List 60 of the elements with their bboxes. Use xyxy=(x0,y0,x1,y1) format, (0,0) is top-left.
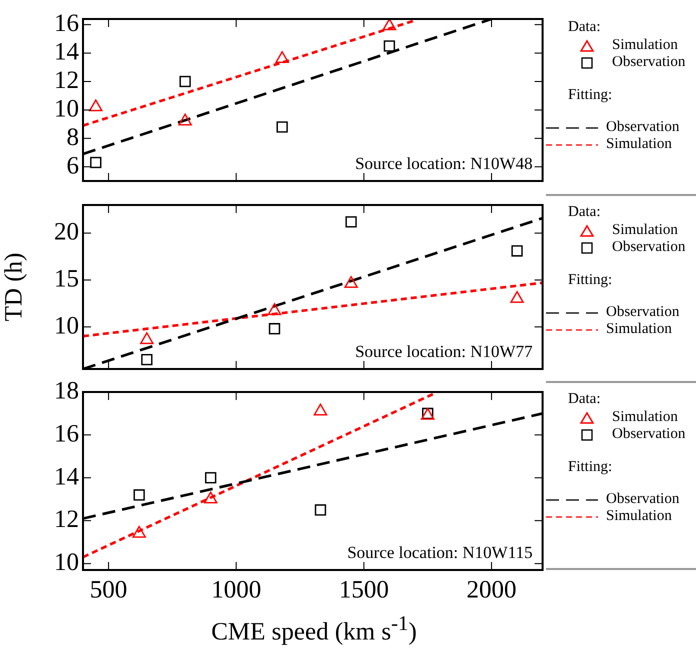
point xyxy=(344,276,358,288)
y-tick-label: 10 xyxy=(54,96,79,123)
y-tick-label: 20 xyxy=(54,218,79,246)
legend-title: Data: xyxy=(568,204,602,222)
annotation: Source location: N10W115 xyxy=(347,542,533,562)
y-tick-label: 14 xyxy=(54,463,80,490)
point xyxy=(314,404,328,416)
y-tick-label: 12 xyxy=(54,506,79,534)
y-tick-label: 10 xyxy=(54,549,79,576)
point xyxy=(382,19,396,30)
legend-title: Data: xyxy=(568,19,602,37)
legend-label: Simulation xyxy=(606,508,672,525)
point xyxy=(178,114,192,126)
legend-label: Simulation xyxy=(606,321,672,338)
x-tick-label: 1500 xyxy=(338,576,389,604)
point xyxy=(205,472,216,484)
x-tick-label: 1000 xyxy=(211,576,262,604)
text: Fitting: xyxy=(568,87,614,105)
point xyxy=(510,291,524,303)
point xyxy=(204,492,218,504)
legend-label: Observation xyxy=(612,54,686,71)
x-axis-title: CME speed (km s$^{-1}$) xyxy=(210,611,418,646)
y-axis-title: TD (h) xyxy=(0,252,28,322)
x-tick-label: 2000 xyxy=(466,576,517,604)
y-tick-label: 12 xyxy=(54,67,79,94)
y-tick-label: 6 xyxy=(66,152,79,180)
legend-title: Data: xyxy=(568,391,602,409)
legend-label: Simulation xyxy=(606,136,672,153)
text: Fitting: xyxy=(568,459,614,477)
y-tick-label: 15 xyxy=(54,266,79,293)
legend-label: Observation xyxy=(606,119,680,136)
point xyxy=(511,245,523,257)
y-tick-label: 16 xyxy=(54,10,79,38)
legend-label: Simulation xyxy=(612,37,678,54)
text: Fitting: xyxy=(568,272,614,290)
point xyxy=(268,303,282,316)
y-tick-label: 16 xyxy=(54,420,79,448)
point xyxy=(384,40,396,52)
point xyxy=(276,121,288,133)
legend-label: Observation xyxy=(606,304,680,321)
y-tick-label: 18 xyxy=(54,378,79,405)
y-tick-label: 14 xyxy=(54,38,80,66)
point xyxy=(179,76,191,88)
point xyxy=(89,99,103,112)
y-tick-label: 8 xyxy=(66,124,79,151)
y-tick-label: 10 xyxy=(54,312,79,340)
point xyxy=(275,51,289,63)
point xyxy=(345,216,357,228)
point xyxy=(90,156,102,168)
legend-label: Observation xyxy=(606,491,680,508)
legend-label: Observation xyxy=(612,426,686,443)
point xyxy=(314,504,326,516)
annotation: Source location: N10W48 xyxy=(355,154,533,173)
point xyxy=(140,332,154,344)
legend-label: Observation xyxy=(612,239,686,256)
legend-label: Simulation xyxy=(612,222,678,239)
x-tick-label: 500 xyxy=(90,576,128,604)
point xyxy=(134,489,145,501)
annotation: Source location: N10W77 xyxy=(355,342,534,361)
legend-label: Simulation xyxy=(612,409,678,426)
